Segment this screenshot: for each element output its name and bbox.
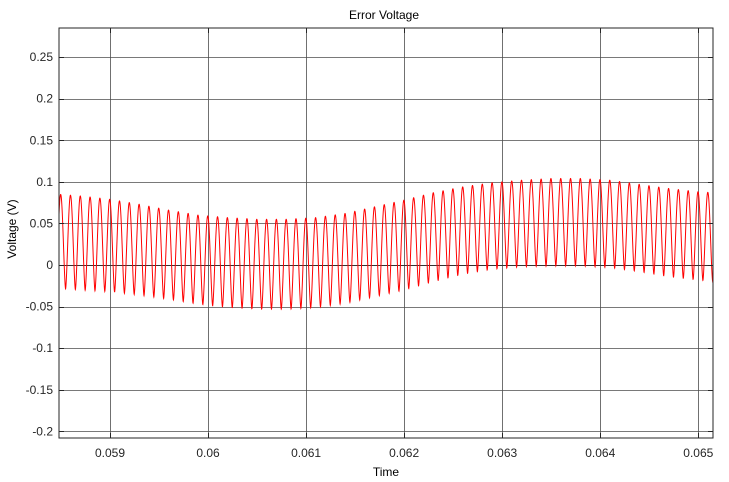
- tick-marks: [59, 28, 713, 438]
- y-tick-label: 0: [46, 258, 53, 272]
- x-tick-label: 0.06: [196, 446, 220, 460]
- x-tick-label: 0.062: [389, 446, 419, 460]
- y-tick-label: -0.05: [26, 300, 54, 314]
- series-layer: [59, 177, 713, 311]
- x-tick-label: 0.063: [487, 446, 517, 460]
- x-tick-label: 0.059: [95, 446, 125, 460]
- y-tick-label: 0.1: [36, 175, 53, 189]
- chart-title: Error Voltage: [349, 8, 419, 22]
- y-tick-label: 0.2: [36, 92, 53, 106]
- y-axis-title: Voltage (V): [5, 199, 19, 258]
- y-tick-label: -0.15: [26, 383, 54, 397]
- y-tick-labels: -0.2 -0.15 -0.1 -0.05 0 0.05 0.1 0.15 0.2 0.25: [26, 50, 54, 438]
- y-tick-label: 0.25: [30, 50, 54, 64]
- x-axis-title: Time: [373, 465, 400, 479]
- x-tick-label: 0.065: [683, 446, 713, 460]
- y-tick-label: -0.2: [32, 424, 53, 438]
- x-tick-label: 0.061: [291, 446, 321, 460]
- y-tick-label: 0.15: [30, 133, 54, 147]
- x-tick-labels: 0.059 0.06 0.061 0.062 0.063 0.064 0.065: [95, 446, 714, 460]
- y-tick-label: 0.05: [30, 216, 54, 230]
- y-tick-label: -0.1: [32, 341, 53, 355]
- error-voltage-series-line: [59, 177, 713, 311]
- x-tick-label: 0.064: [585, 446, 615, 460]
- plot-area-frame: [58, 27, 714, 439]
